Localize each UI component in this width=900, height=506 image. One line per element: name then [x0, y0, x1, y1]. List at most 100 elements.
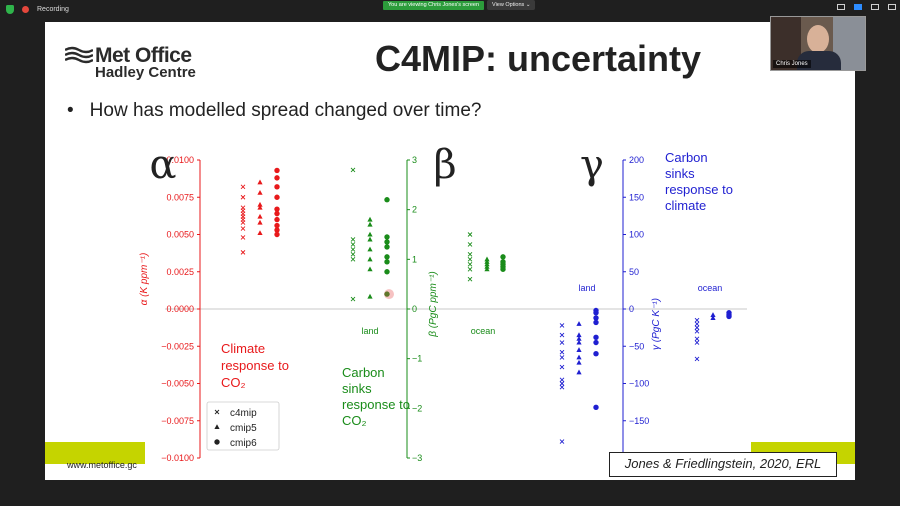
beta-tick-label: 3 — [412, 155, 417, 165]
gamma-land-c4mip-point — [559, 381, 565, 386]
alpha-tick-label: 0.0025 — [166, 267, 194, 277]
beta-land-cmip6-point — [384, 197, 390, 203]
gamma-ocean-c4mip-point-stroke — [694, 325, 700, 330]
alpha-cmip5-point — [257, 179, 263, 185]
legend-label: cmip6 — [230, 438, 257, 449]
chart-legend: c4mip cmip5 cmip6 — [206, 401, 280, 451]
legend-label: cmip5 — [230, 423, 257, 434]
legend-label: c4mip — [230, 408, 257, 419]
gamma-land-c4mip-point — [559, 349, 565, 355]
alpha-c4mip-point-stroke — [240, 194, 246, 200]
alpha-cmip6-point — [274, 194, 280, 200]
minimize-icon[interactable] — [837, 4, 845, 10]
beta-ocean-c4mip-point-stroke — [467, 242, 473, 247]
beta-tick-label: −1 — [412, 354, 422, 364]
gamma-ocean-c4mip-point — [694, 317, 700, 323]
alpha-cmip6-point — [274, 184, 280, 190]
fullscreen-icon[interactable] — [888, 4, 896, 10]
alpha-cmip5-point — [257, 213, 263, 219]
legend-marker-cmip6 — [214, 439, 220, 445]
alpha-cmip6-point — [274, 206, 280, 212]
beta-symbol: β — [433, 142, 456, 188]
alpha-cmip6-point — [274, 210, 280, 217]
gamma-land-cmip6-point — [593, 310, 599, 316]
alpha-tick-label: 0.0075 — [166, 192, 194, 202]
gamma-ocean-c4mip-point-stroke — [694, 329, 700, 334]
beta-land-c4mip-point — [350, 167, 356, 173]
beta-ocean-c4mip-point — [467, 276, 473, 282]
alpha-cmip5-point — [257, 219, 263, 225]
beta-ocean-cmip6-point — [500, 254, 506, 260]
beta-ocean-cmip6-point — [500, 266, 506, 272]
c4mip-chart: 0.0100 0.0075 0.0050 0.0025 0.0000 −0.0025 −0.… — [139, 142, 747, 463]
maximize-icon[interactable] — [871, 4, 879, 10]
met-office-logo-icon — [65, 46, 93, 64]
beta-ocean-c4mip-point-stroke — [467, 261, 473, 267]
beta-land-cmip5-point — [367, 256, 373, 262]
gamma-land-c4mip-point — [559, 364, 565, 370]
gamma-ocean-c4mip-point-stroke — [694, 317, 700, 323]
gamma-land-cmip6-point — [593, 351, 599, 357]
gamma-land-cmip5-point — [576, 359, 582, 365]
gamma-annotation: Carbon — [665, 150, 708, 165]
beta-land-c4mip-point — [350, 242, 356, 247]
beta-ocean-c4mip-point-stroke — [467, 252, 473, 257]
gamma-ocean-cmip5-point — [710, 312, 716, 317]
gamma-land-cmip5-point — [576, 369, 582, 375]
footer-band-left — [45, 442, 145, 464]
logo-line1: Met Office — [95, 44, 192, 67]
gamma-land-cmip6-point — [593, 334, 599, 341]
gamma-land-cmip6-point — [593, 339, 599, 346]
alpha-tick-label: −0.0100 — [161, 453, 194, 463]
alpha-cmip5-point — [257, 189, 263, 195]
view-options-button[interactable]: View Options ⌄ — [487, 0, 536, 10]
shared-slide: Met Office Hadley Centre C4MIP: uncertai… — [45, 22, 855, 480]
beta-land-cmip5-point — [367, 231, 373, 237]
beta-annotation: CO₂ — [342, 413, 367, 428]
gamma-symbol: γ — [580, 142, 604, 188]
beta-ocean-c4mip-point — [467, 257, 473, 262]
gamma-land-c4mip-point-stroke — [559, 349, 565, 355]
beta-land-cmip6-point — [384, 291, 390, 297]
beta-land-cmip5-point — [367, 266, 373, 272]
beta-ocean-cmip5-point — [484, 256, 490, 262]
alpha-symbol: α — [149, 142, 176, 188]
beta-annotation: sinks — [342, 381, 372, 396]
beta-ocean-cmip5-point — [484, 261, 490, 267]
beta-land-c4mip-point-stroke — [350, 296, 356, 302]
gamma-land-c4mip-point-stroke — [559, 323, 565, 328]
slide-title: C4MIP: uncertainty — [375, 38, 702, 79]
gamma-land-c4mip-point — [559, 332, 565, 338]
shield-icon[interactable] — [6, 5, 14, 14]
beta-ocean-cmip5-point — [484, 266, 490, 272]
beta-y-label: β (PgC ppm⁻¹) — [428, 271, 439, 337]
gamma-land-c4mip-point — [559, 377, 565, 383]
viewing-banner: You are viewing Chris Jones's screen — [383, 1, 485, 10]
alpha-tick-label: −0.0025 — [161, 341, 194, 351]
gamma-land-c4mip-point — [559, 439, 565, 444]
gamma-land-cmip5-point — [576, 339, 582, 345]
gamma-land-c4mip-point-stroke — [559, 355, 565, 360]
beta-land-cmip5-point — [367, 236, 373, 242]
beta-land-cmip6-point — [384, 239, 390, 245]
beta-land-c4mip-point-stroke — [350, 252, 356, 257]
recording-label[interactable]: Recording — [37, 6, 69, 13]
alpha-cmip6-point — [274, 227, 280, 233]
gamma-land-c4mip-point-stroke — [559, 332, 565, 338]
gamma-ocean-c4mip-point — [694, 321, 700, 327]
alpha-annotation: CO₂ — [221, 375, 246, 390]
gamma-ocean-c4mip-point — [694, 325, 700, 330]
beta-land-c4mip-point-stroke — [350, 237, 356, 242]
gamma-tick-label: 150 — [629, 192, 644, 202]
gamma-tick-label: −50 — [629, 341, 644, 351]
gamma-ocean-c4mip-point-stroke — [694, 340, 700, 345]
view-mode-icon[interactable] — [854, 4, 862, 10]
webcam-thumbnail[interactable]: Chris Jones — [770, 16, 866, 71]
beta-category-label: land — [361, 326, 378, 336]
beta-land-cmip6-point — [384, 259, 390, 265]
beta-tick-label: 0 — [412, 304, 417, 314]
beta-land-cmip6-point — [384, 244, 390, 250]
beta-ocean-c4mip-point-stroke — [467, 266, 473, 272]
beta-ocean-c4mip-point — [467, 242, 473, 247]
gamma-y-label: γ (PgC K⁻¹) — [651, 298, 662, 350]
